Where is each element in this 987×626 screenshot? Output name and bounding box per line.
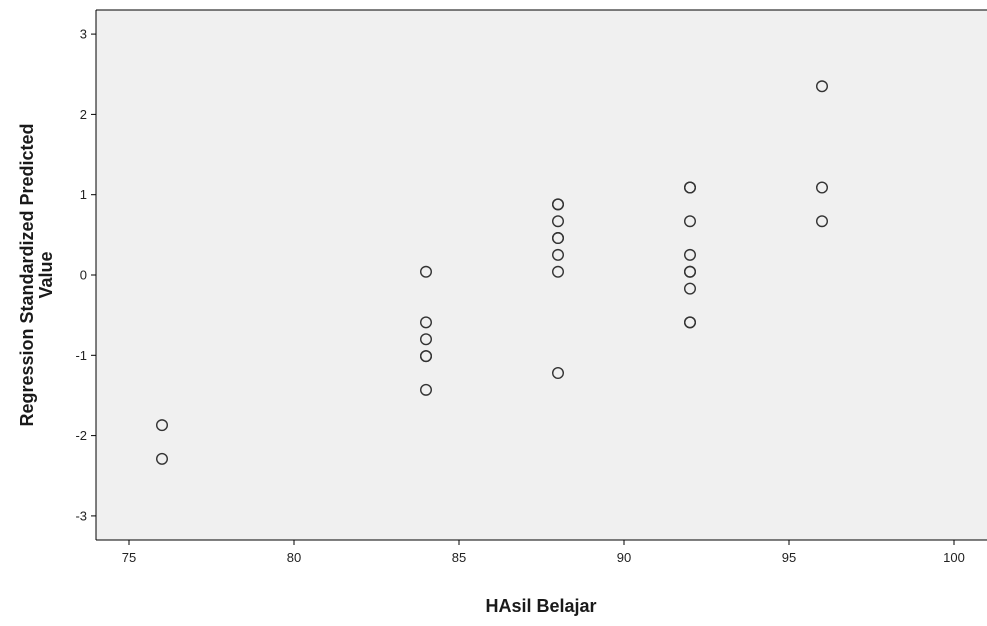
x-tick-label: 85 xyxy=(452,550,466,565)
y-axis-title-line-1: Regression Standardized Predicted xyxy=(17,123,37,426)
data-point xyxy=(684,248,697,261)
y-axis-title-line-2: Value xyxy=(36,251,56,298)
data-point xyxy=(420,265,433,278)
data-point xyxy=(155,452,168,465)
y-tick-label: -2 xyxy=(75,428,87,443)
data-points xyxy=(155,80,829,465)
y-tick-label: 0 xyxy=(80,268,87,283)
x-tick-label: 80 xyxy=(287,550,301,565)
data-point xyxy=(155,419,168,432)
data-point xyxy=(552,198,565,211)
y-axis-ticks: -3 -2 -1 0 1 2 3 xyxy=(75,27,96,523)
y-tick-label: 1 xyxy=(80,187,87,202)
plot-area xyxy=(96,10,987,540)
y-tick-label: 3 xyxy=(80,27,87,42)
data-point xyxy=(684,181,697,194)
x-tick-label: 95 xyxy=(782,550,796,565)
data-point xyxy=(816,215,829,228)
data-point xyxy=(816,181,829,194)
x-axis-ticks: 75 80 85 90 95 100 xyxy=(122,540,965,565)
x-tick-label: 100 xyxy=(943,550,965,565)
data-point xyxy=(552,366,565,379)
data-point xyxy=(684,316,697,329)
data-point xyxy=(816,80,829,93)
data-point xyxy=(420,316,433,329)
y-tick-label: -3 xyxy=(75,508,87,523)
data-point xyxy=(420,383,433,396)
data-point xyxy=(552,232,565,245)
y-tick-label: 2 xyxy=(80,107,87,122)
x-tick-label: 75 xyxy=(122,550,136,565)
y-tick-label: -1 xyxy=(75,348,87,363)
data-point xyxy=(420,333,433,346)
x-axis-title: HAsil Belajar xyxy=(485,596,596,616)
y-axis-title: Regression Standardized Predicted Value xyxy=(17,123,56,426)
data-point xyxy=(552,265,565,278)
data-point xyxy=(552,248,565,261)
x-tick-label: 90 xyxy=(617,550,631,565)
data-point xyxy=(684,265,697,278)
data-point xyxy=(552,215,565,228)
data-point xyxy=(684,282,697,295)
data-point xyxy=(684,215,697,228)
data-point xyxy=(420,350,433,363)
